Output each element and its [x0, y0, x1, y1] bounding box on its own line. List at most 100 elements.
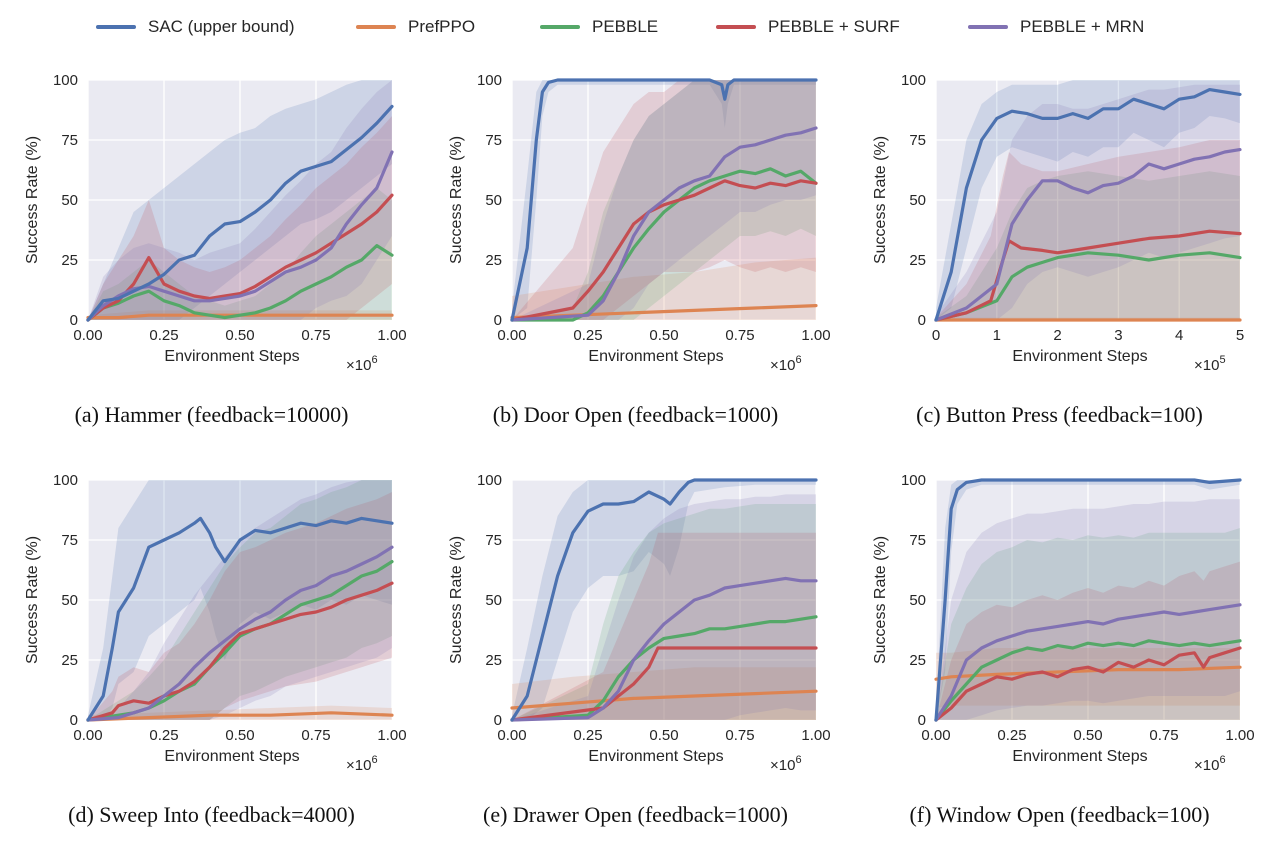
x-tick-label: 0.75	[1149, 727, 1178, 744]
multiplier-base: ×10	[346, 357, 371, 374]
x-tick-label: 0.25	[573, 327, 602, 344]
x-tick-label: 0.25	[149, 327, 178, 344]
confidence-band	[936, 171, 1240, 320]
series-line	[510, 78, 818, 322]
x-scale-multiplier: ×106	[346, 354, 378, 374]
x-scale-multiplier: ×106	[770, 754, 802, 774]
legend-item: PEBBLE	[540, 14, 658, 40]
x-tick-label: 0.25	[573, 727, 602, 744]
multiplier-exponent: 6	[795, 354, 801, 366]
x-scale-multiplier: ×106	[770, 354, 802, 374]
x-scale-multiplier: ×105	[1194, 354, 1226, 374]
multiplier-exponent: 5	[1219, 354, 1225, 366]
y-tick-label: 25	[909, 652, 926, 669]
x-scale-multiplier: ×106	[1194, 754, 1226, 774]
x-axis-label: Environment Steps	[164, 348, 299, 365]
y-tick-label: 100	[53, 72, 78, 89]
series-line	[510, 167, 818, 322]
series-line	[510, 615, 818, 722]
confidence-band	[512, 532, 816, 720]
series-line	[510, 179, 818, 322]
legend-swatch	[716, 25, 756, 29]
x-tick-label: 5	[1236, 327, 1244, 344]
legend-item: PEBBLE + SURF	[716, 14, 900, 40]
series-line	[510, 689, 818, 710]
x-tick-label: 0.75	[301, 327, 330, 344]
x-tick-label: 1.00	[1225, 727, 1254, 744]
multiplier-base: ×10	[1194, 757, 1219, 774]
multiplier-exponent: 6	[1219, 754, 1225, 766]
x-axis-label: Environment Steps	[164, 748, 299, 765]
y-tick-label: 50	[485, 592, 502, 609]
chart-caption: (a) Hammer (feedback=10000)	[74, 402, 349, 427]
series-line	[86, 545, 394, 722]
confidence-band	[512, 494, 816, 720]
confidence-band	[88, 80, 392, 320]
y-tick-label: 100	[477, 72, 502, 89]
y-tick-label: 25	[485, 252, 502, 269]
confidence-band	[88, 480, 392, 720]
x-tick-label: 0.00	[497, 327, 526, 344]
y-axis-label: Success Rate (%)	[24, 136, 41, 264]
x-tick-label: 3	[1114, 327, 1122, 344]
y-tick-label: 25	[909, 252, 926, 269]
legend-swatch	[540, 25, 580, 29]
chart-panel: 0.00 0.25 0.50 0.75 1.00 0 25 50 75 100 Environmen…	[0, 60, 423, 460]
series-line	[86, 104, 394, 322]
series-line	[510, 126, 818, 322]
x-tick-label: 0.00	[73, 327, 102, 344]
x-tick-label: 0.50	[649, 727, 678, 744]
x-axis-label: Environment Steps	[1012, 348, 1147, 365]
x-tick-label: 0.00	[497, 727, 526, 744]
y-tick-label: 100	[477, 472, 502, 489]
y-tick-label: 50	[485, 192, 502, 209]
chart-caption: (b) Door Open (feedback=1000)	[492, 402, 779, 427]
y-tick-label: 0	[70, 712, 78, 729]
series-line	[934, 88, 1242, 322]
x-tick-label: 0.25	[997, 727, 1026, 744]
x-axis-label: Environment Steps	[588, 748, 723, 765]
legend-item: PEBBLE + MRN	[968, 14, 1144, 40]
y-tick-label: 0	[918, 312, 926, 329]
legend-label: PrefPPO	[408, 17, 476, 36]
legend: SAC (upper bound) PrefPPO PEBBLE PEBBLE + S…	[0, 0, 1271, 60]
multiplier-base: ×10	[1194, 357, 1219, 374]
confidence-band	[512, 257, 816, 320]
line-chart: 0.00 0.25 0.50 0.75 1.00 0 25 50 75 100 Environmen…	[448, 472, 831, 774]
y-tick-label: 0	[494, 312, 502, 329]
series-line	[934, 639, 1242, 722]
x-tick-label: 0.00	[921, 727, 950, 744]
x-tick-label: 1.00	[801, 727, 830, 744]
x-tick-label: 0.50	[225, 727, 254, 744]
x-tick-label: 0.50	[225, 327, 254, 344]
confidence-band	[88, 480, 392, 720]
chart-panel: 0.00 0.25 0.50 0.75 1.00 0 25 50 75 100 Environmen…	[848, 460, 1271, 860]
legend-swatch	[96, 25, 136, 29]
series-line	[86, 516, 394, 722]
multiplier-exponent: 6	[795, 754, 801, 766]
series-line	[86, 711, 394, 722]
x-tick-label: 1.00	[801, 327, 830, 344]
confidence-band	[88, 116, 392, 320]
multiplier-base: ×10	[346, 757, 371, 774]
line-chart: 0.00 0.25 0.50 0.75 1.00 0 25 50 75 100 Environmen…	[872, 472, 1255, 774]
x-axis-label: Environment Steps	[588, 348, 723, 365]
x-tick-label: 0.75	[725, 327, 754, 344]
x-tick-label: 0.50	[649, 327, 678, 344]
y-tick-label: 0	[918, 712, 926, 729]
legend-swatch	[968, 25, 1008, 29]
chart-caption: (e) Drawer Open (feedback=1000)	[483, 802, 788, 827]
confidence-band	[88, 188, 392, 320]
multiplier-base: ×10	[770, 757, 795, 774]
confidence-band	[512, 480, 816, 720]
y-tick-label: 75	[485, 532, 502, 549]
y-tick-label: 0	[494, 712, 502, 729]
confidence-band	[936, 80, 1240, 320]
x-tick-label: 2	[1053, 327, 1061, 344]
line-chart: 0.00 0.25 0.50 0.75 1.00 0 25 50 75 100 Environmen…	[24, 72, 407, 374]
series-line	[510, 646, 818, 722]
x-tick-label: 0.25	[149, 727, 178, 744]
x-tick-label: 1	[993, 327, 1001, 344]
series-line	[510, 576, 818, 722]
